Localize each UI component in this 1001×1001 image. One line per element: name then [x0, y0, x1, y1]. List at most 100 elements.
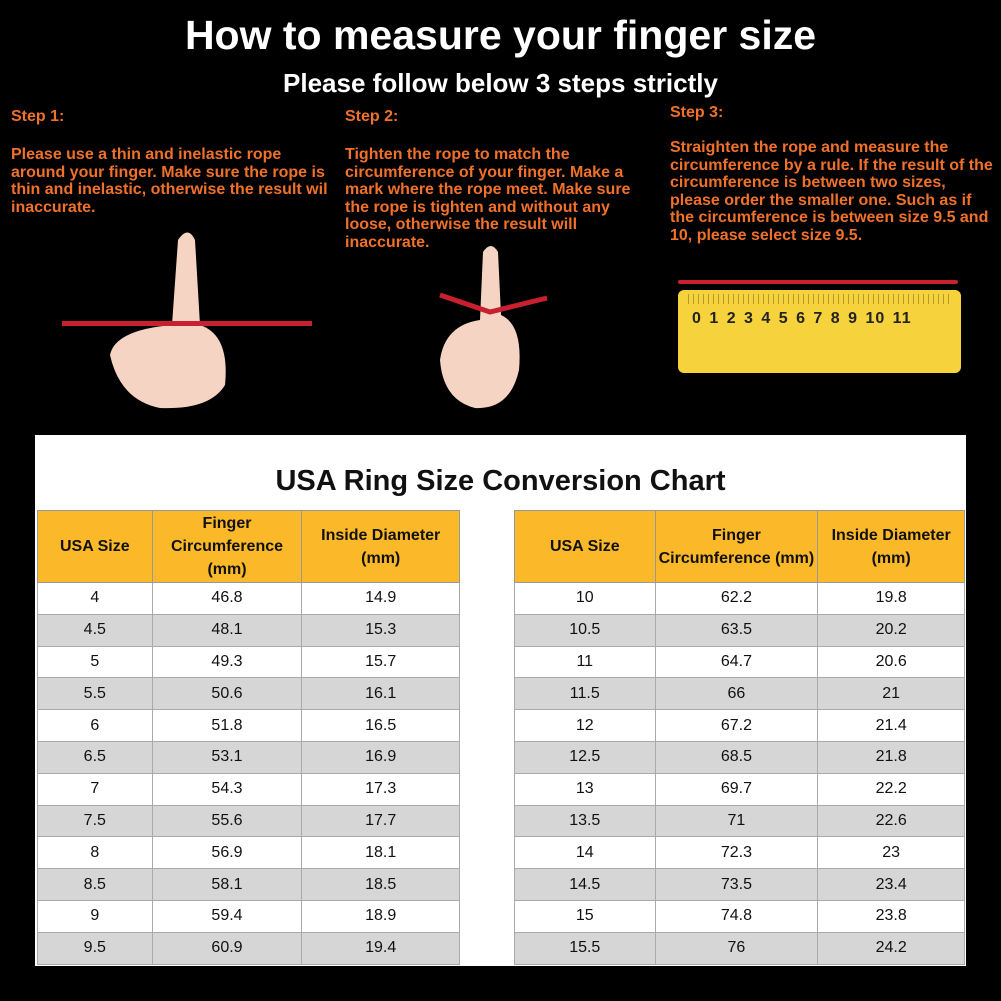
diameter-cell: 22.6 [817, 804, 965, 838]
diameter-cell: 19.4 [301, 931, 460, 965]
ruler-ticks [688, 294, 953, 304]
usa-size-cell: 11 [514, 645, 656, 679]
circumference-cell: 56.9 [151, 836, 303, 870]
usa-size-cell: 13.5 [514, 804, 656, 838]
circumference-cell: 63.5 [654, 613, 819, 647]
step-2: Step 2: Tighten the rope to match the ci… [345, 108, 650, 251]
diameter-cell: 23.4 [817, 868, 965, 901]
circumference-cell: 53.1 [151, 740, 303, 774]
circumference-cell: 64.7 [654, 645, 819, 679]
ruler-numbers: 0 1 2 3 4 5 6 7 8 9 10 11 [692, 310, 912, 327]
diameter-cell: 21 [817, 677, 965, 711]
usa-size-cell: 11.5 [514, 677, 656, 711]
diameter-cell: 15.3 [301, 613, 460, 647]
usa-size-cell: 14.5 [514, 868, 656, 901]
circumference-cell: 72.3 [654, 836, 819, 870]
ruler: 0 1 2 3 4 5 6 7 8 9 10 11 [678, 290, 961, 373]
step-heading: Step 2: [345, 108, 399, 125]
table-row: 14.5 73.5 23.4 [514, 868, 965, 901]
circumference-cell: 58.1 [151, 868, 303, 901]
diameter-cell: 16.1 [301, 677, 460, 711]
table-row: 5 49.3 15.7 [37, 645, 460, 679]
circumference-cell: 67.2 [654, 709, 819, 742]
header-finger-circumference: Finger Circumference (mm) [151, 510, 303, 583]
diameter-cell: 21.8 [817, 740, 965, 774]
usa-size-cell: 10.5 [514, 613, 656, 647]
diameter-cell: 23 [817, 836, 965, 870]
table-row: 15.5 76 24.2 [514, 931, 965, 965]
usa-size-cell: 12.5 [514, 740, 656, 774]
usa-size-cell: 5.5 [37, 677, 153, 711]
step-text: Tighten the rope to match the circumfere… [345, 146, 631, 251]
diameter-cell: 14.9 [301, 582, 460, 615]
usa-size-cell: 7.5 [37, 804, 153, 838]
circumference-cell: 68.5 [654, 740, 819, 774]
usa-size-cell: 8.5 [37, 868, 153, 901]
usa-size-cell: 14 [514, 836, 656, 870]
step-1: Step 1: Please use a thin and inelastic … [11, 108, 331, 216]
size-table-left: USA Size Finger Circumference (mm) Insid… [37, 510, 460, 965]
chart-title: USA Ring Size Conversion Chart [275, 465, 726, 497]
table-row: 13.5 71 22.6 [514, 804, 965, 838]
usa-size-cell: 5 [37, 645, 153, 679]
circumference-cell: 51.8 [151, 709, 303, 742]
header-inside-diameter: Inside Diameter (mm) [817, 510, 965, 583]
table-row: 12.5 68.5 21.8 [514, 740, 965, 774]
circumference-cell: 66 [654, 677, 819, 711]
circumference-cell: 55.6 [151, 804, 303, 838]
table-row: 10 62.2 19.8 [514, 582, 965, 615]
circumference-cell: 49.3 [151, 645, 303, 679]
table-row: 7 54.3 17.3 [37, 772, 460, 806]
header-usa-size: USA Size [514, 510, 656, 583]
circumference-cell: 71 [654, 804, 819, 838]
table-row: 12 67.2 21.4 [514, 709, 965, 742]
usa-size-cell: 6 [37, 709, 153, 742]
table-row: 9.5 60.9 19.4 [37, 931, 460, 965]
hand-with-rope-illustration [62, 232, 312, 409]
diameter-cell: 17.7 [301, 804, 460, 838]
header-inside-diameter: Inside Diameter (mm) [301, 510, 460, 583]
usa-size-cell: 7 [37, 772, 153, 806]
circumference-cell: 69.7 [654, 772, 819, 806]
diameter-cell: 18.5 [301, 868, 460, 901]
usa-size-cell: 15.5 [514, 931, 656, 965]
circumference-cell: 62.2 [654, 582, 819, 615]
diameter-cell: 19.8 [817, 582, 965, 615]
diameter-cell: 20.6 [817, 645, 965, 679]
straight-rope [678, 280, 958, 284]
diameter-cell: 23.8 [817, 899, 965, 933]
circumference-cell: 59.4 [151, 899, 303, 933]
table-row: 5.5 50.6 16.1 [37, 677, 460, 711]
usa-size-cell: 12 [514, 709, 656, 742]
step-heading: Step 3: [670, 104, 724, 121]
diameter-cell: 18.1 [301, 836, 460, 870]
diameter-cell: 17.3 [301, 772, 460, 806]
table-row: 4.5 48.1 15.3 [37, 613, 460, 647]
circumference-cell: 48.1 [151, 613, 303, 647]
table-row: 8 56.9 18.1 [37, 836, 460, 870]
table-row: 13 69.7 22.2 [514, 772, 965, 806]
step-text: Please use a thin and inelastic rope aro… [11, 146, 328, 216]
usa-size-cell: 9 [37, 899, 153, 933]
diameter-cell: 16.9 [301, 740, 460, 774]
step-3: Step 3: Straighten the rope and measure … [670, 104, 995, 244]
ring-size-chart: USA Ring Size Conversion Chart USA Size … [35, 435, 966, 966]
circumference-cell: 74.8 [654, 899, 819, 933]
usa-size-cell: 4.5 [37, 613, 153, 647]
usa-size-cell: 4 [37, 582, 153, 615]
usa-size-cell: 15 [514, 899, 656, 933]
diameter-cell: 16.5 [301, 709, 460, 742]
circumference-cell: 54.3 [151, 772, 303, 806]
step-heading: Step 1: [11, 108, 65, 125]
table-row: 6 51.8 16.5 [37, 709, 460, 742]
hand-tightened-rope-illustration [439, 246, 548, 409]
usa-size-cell: 6.5 [37, 740, 153, 774]
table-row: 14 72.3 23 [514, 836, 965, 870]
circumference-cell: 50.6 [151, 677, 303, 711]
usa-size-cell: 10 [514, 582, 656, 615]
circumference-cell: 76 [654, 931, 819, 965]
usa-size-cell: 13 [514, 772, 656, 806]
diameter-cell: 21.4 [817, 709, 965, 742]
page-subtitle: Please follow below 3 steps strictly [283, 68, 718, 98]
table-row: 8.5 58.1 18.5 [37, 868, 460, 901]
